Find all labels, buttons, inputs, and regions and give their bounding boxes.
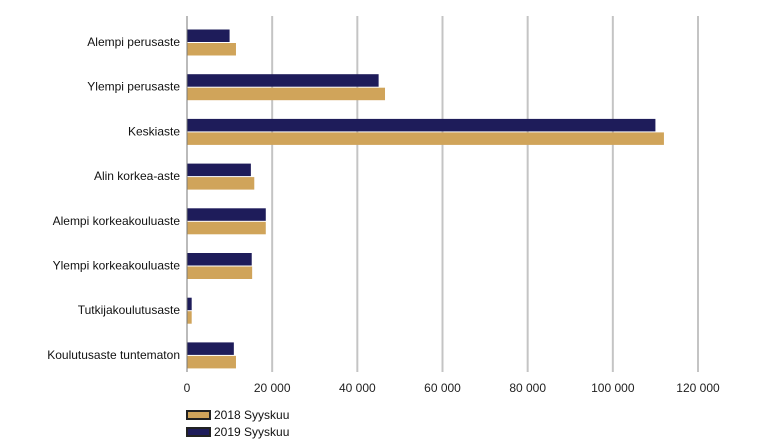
bar xyxy=(187,163,251,177)
bar xyxy=(187,43,236,56)
category-labels: Alempi perusaste Ylempi perusaste Keskiast… xyxy=(47,35,180,362)
bar xyxy=(187,311,192,324)
bar xyxy=(187,87,386,101)
bar xyxy=(187,132,664,145)
bar xyxy=(187,297,192,311)
bar xyxy=(187,221,266,235)
legend-swatch-2018 xyxy=(186,409,211,420)
bars xyxy=(187,29,664,369)
category-label: Alin korkea-aste xyxy=(94,169,180,183)
bar xyxy=(187,342,234,355)
bar xyxy=(187,177,255,190)
gridlines xyxy=(271,16,699,372)
bar xyxy=(187,355,236,369)
legend-item-2018: 2018 Syyskuu xyxy=(186,406,289,423)
legend: 2018 Syyskuu 2019 Syyskuu xyxy=(186,406,289,440)
category-label: Keskiaste xyxy=(128,124,180,138)
bar xyxy=(187,74,379,87)
x-tick-label: 100 000 xyxy=(591,381,635,395)
bar xyxy=(187,208,266,221)
legend-label-2018: 2018 Syyskuu xyxy=(214,407,290,422)
x-tick-label: 120 000 xyxy=(676,381,720,395)
x-tick-labels: 0 20 000 40 000 60 000 80 000 100 000 120 000 xyxy=(184,381,720,395)
category-label: Alempi korkeakouluaste xyxy=(53,214,181,228)
category-label: Ylempi korkeakouluaste xyxy=(53,259,181,273)
bar xyxy=(187,118,656,132)
category-label: Ylempi perusaste xyxy=(87,80,180,94)
category-label: Koulutusaste tuntematon xyxy=(47,348,180,362)
x-tick-label: 60 000 xyxy=(424,381,461,395)
category-label: Alempi perusaste xyxy=(87,35,180,49)
x-tick-label: 20 000 xyxy=(254,381,291,395)
bar xyxy=(187,266,253,279)
x-tick-label: 40 000 xyxy=(339,381,376,395)
x-tick-label: 0 xyxy=(184,381,191,395)
category-label: Tutkijakoulutusaste xyxy=(78,303,181,317)
bar xyxy=(187,29,230,42)
x-tick-label: 80 000 xyxy=(509,381,546,395)
bar xyxy=(187,253,252,266)
